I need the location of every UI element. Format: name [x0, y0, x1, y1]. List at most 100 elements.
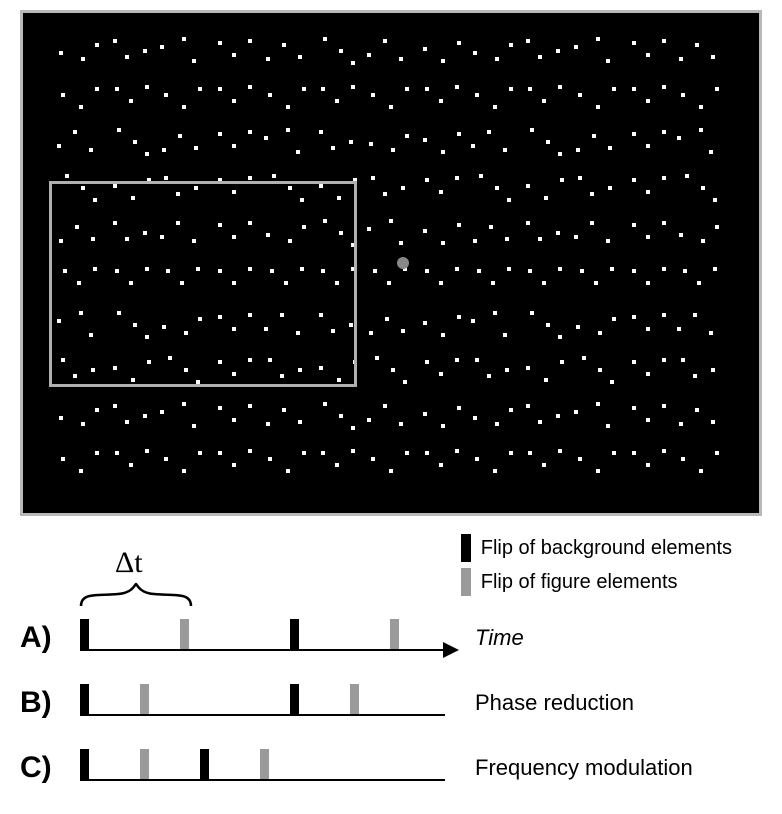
dot — [455, 267, 459, 271]
dot — [59, 416, 63, 420]
grid-cell — [572, 35, 624, 81]
grid-cell — [469, 172, 521, 218]
grid-cell — [365, 354, 417, 400]
grid-cell — [520, 263, 572, 309]
dot — [367, 227, 371, 231]
dot — [646, 418, 650, 422]
grid-cell — [262, 81, 314, 127]
flip-figure-bar — [260, 749, 269, 779]
dot — [495, 422, 499, 426]
dot — [232, 463, 236, 467]
dot — [509, 451, 513, 455]
dot — [248, 404, 252, 408]
dot — [544, 378, 548, 382]
legend-row: Flip of figure elements — [461, 568, 732, 596]
dot — [711, 55, 715, 59]
grid-cell — [158, 35, 210, 81]
dot — [646, 53, 650, 57]
dot — [232, 99, 236, 103]
dot — [145, 449, 149, 453]
dot — [632, 315, 636, 319]
dot — [349, 140, 353, 144]
legend-swatch — [461, 534, 471, 562]
dot — [632, 132, 636, 136]
dot — [699, 128, 703, 132]
grid-cell — [417, 81, 469, 127]
grid-cell — [469, 309, 521, 355]
grid-cell — [572, 400, 624, 446]
dot — [662, 221, 666, 225]
dot — [685, 174, 689, 178]
row-label-B: B) — [20, 686, 52, 720]
grid-cell — [572, 172, 624, 218]
timeline-axis-C — [80, 779, 445, 781]
dot — [646, 144, 650, 148]
dot — [425, 360, 429, 364]
dot — [530, 128, 534, 132]
dot — [423, 229, 427, 233]
dot — [248, 39, 252, 43]
grid-cell — [624, 126, 676, 172]
dot — [439, 190, 443, 194]
dot — [546, 140, 550, 144]
dot — [143, 414, 147, 418]
dot — [282, 408, 286, 412]
dot — [218, 406, 222, 410]
dot — [556, 414, 560, 418]
dot — [95, 87, 99, 91]
dot — [632, 269, 636, 273]
row-text-C: Frequency modulation — [475, 755, 693, 781]
dot — [662, 358, 666, 362]
dot — [160, 410, 164, 414]
grid-cell — [262, 35, 314, 81]
dot — [425, 269, 429, 273]
dot — [129, 99, 133, 103]
timeline-axis-B — [80, 714, 445, 716]
dot — [596, 469, 600, 473]
grid-cell — [262, 445, 314, 491]
grid-cell — [624, 263, 676, 309]
dot — [528, 269, 532, 273]
dot — [143, 49, 147, 53]
grid-cell — [520, 35, 572, 81]
dot — [319, 130, 323, 134]
dot — [503, 148, 507, 152]
dot — [264, 136, 268, 140]
grid-cell — [158, 400, 210, 446]
dot — [439, 281, 443, 285]
dot — [95, 451, 99, 455]
dot — [610, 267, 614, 271]
dot — [268, 93, 272, 97]
dot — [495, 57, 499, 61]
dot — [493, 469, 497, 473]
dot — [369, 331, 373, 335]
dot — [425, 87, 429, 91]
grid-cell — [675, 354, 727, 400]
dot — [715, 225, 719, 229]
dot — [441, 333, 445, 337]
dot — [268, 457, 272, 461]
dot — [487, 374, 491, 378]
dot — [331, 146, 335, 150]
grid-cell — [520, 81, 572, 127]
grid-cell — [55, 81, 107, 127]
grid-cell — [572, 354, 624, 400]
dot — [367, 418, 371, 422]
dot — [679, 422, 683, 426]
grid-cell — [55, 126, 107, 172]
dot — [164, 93, 168, 97]
dot — [489, 225, 493, 229]
dot — [606, 239, 610, 243]
dot — [582, 356, 586, 360]
grid-cell — [675, 172, 727, 218]
dot — [693, 374, 697, 378]
dot — [298, 420, 302, 424]
dot — [389, 469, 393, 473]
grid-cell — [624, 309, 676, 355]
dot — [129, 463, 133, 467]
grid-cell — [469, 263, 521, 309]
dot — [182, 469, 186, 473]
dot — [367, 53, 371, 57]
dot — [389, 105, 393, 109]
dot — [580, 269, 584, 273]
